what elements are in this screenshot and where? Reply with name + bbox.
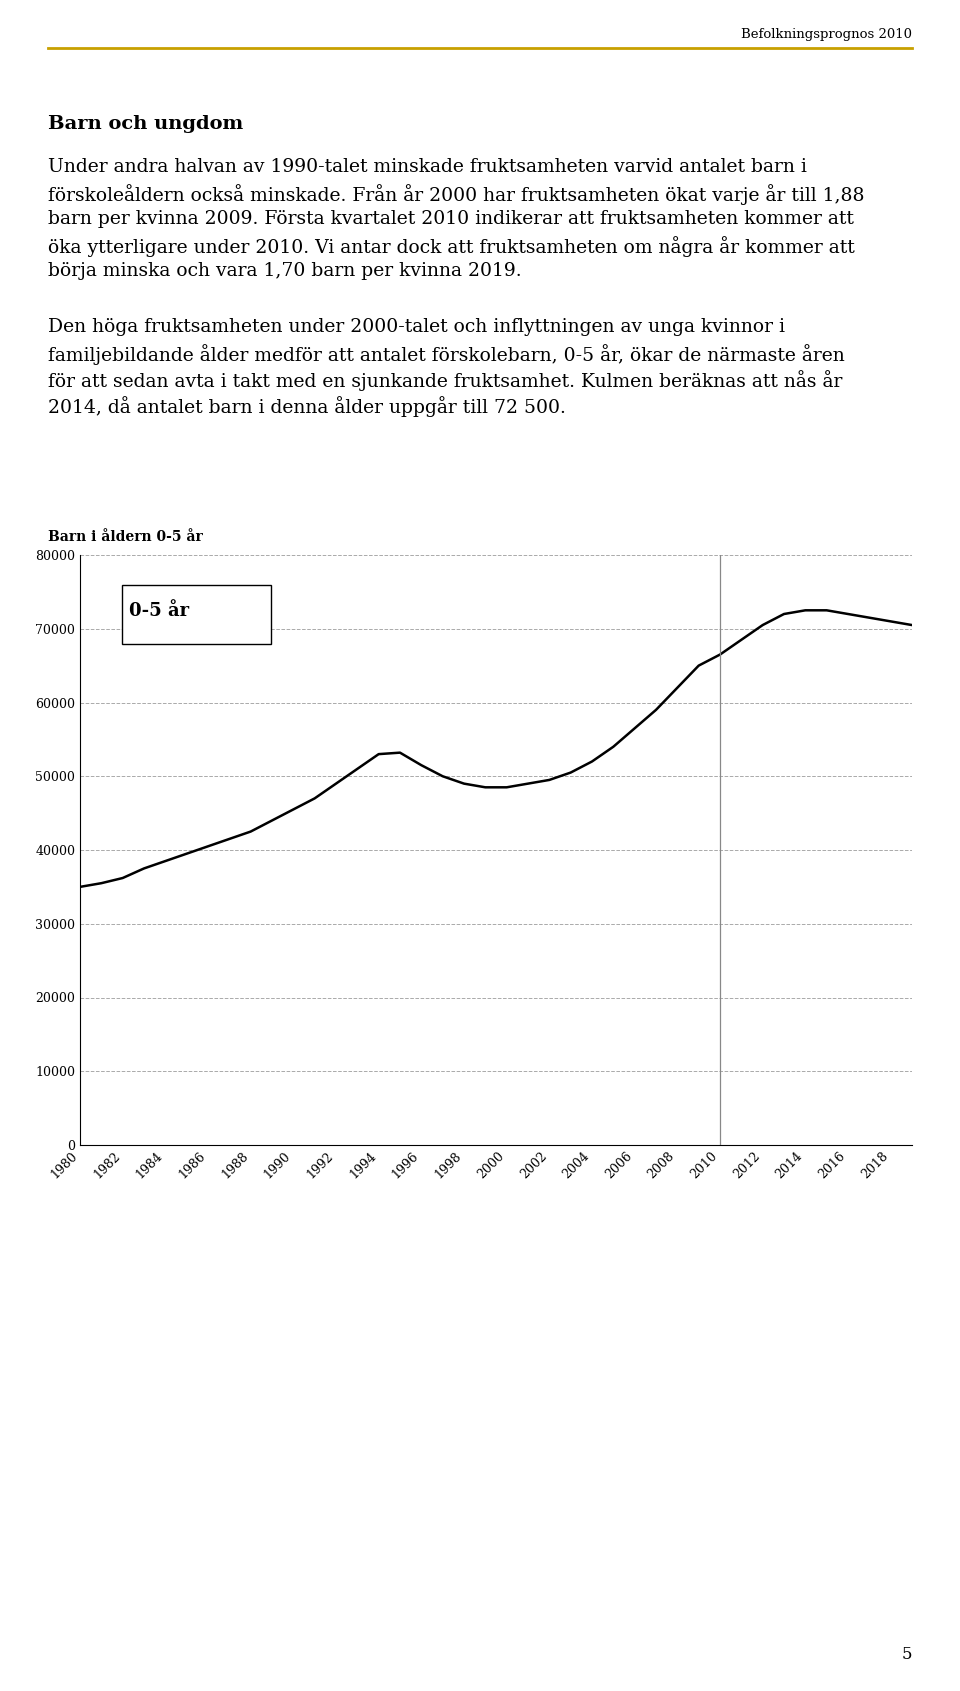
Text: öka ytterligare under 2010. Vi antar dock att fruktsamheten om några år kommer a: öka ytterligare under 2010. Vi antar doc… (48, 237, 854, 257)
Text: familjebildande ålder medför att antalet förskolebarn, 0-5 år, ökar de närmaste : familjebildande ålder medför att antalet… (48, 343, 845, 365)
Text: 0-5 år: 0-5 år (129, 602, 189, 621)
Text: för att sedan avta i takt med en sjunkande fruktsamhet. Kulmen beräknas att nås : för att sedan avta i takt med en sjunkan… (48, 370, 842, 391)
Text: 5: 5 (901, 1645, 912, 1662)
Text: börja minska och vara 1,70 barn per kvinna 2019.: börja minska och vara 1,70 barn per kvin… (48, 262, 521, 281)
Text: Den höga fruktsamheten under 2000-talet och inflyttningen av unga kvinnor i: Den höga fruktsamheten under 2000-talet … (48, 318, 785, 337)
Text: Barn och ungdom: Barn och ungdom (48, 115, 243, 134)
Text: förskoleåldern också minskade. Från år 2000 har fruktsamheten ökat varje år till: förskoleåldern också minskade. Från år 2… (48, 184, 865, 205)
Text: barn per kvinna 2009. Första kvartalet 2010 indikerar att fruktsamheten kommer a: barn per kvinna 2009. Första kvartalet 2… (48, 210, 853, 228)
Text: 2014, då antalet barn i denna ålder uppgår till 72 500.: 2014, då antalet barn i denna ålder uppg… (48, 396, 565, 418)
Text: Barn i åldern 0-5 år: Barn i åldern 0-5 år (48, 529, 203, 545)
Text: Befolkningsprognos 2010: Befolkningsprognos 2010 (741, 29, 912, 41)
FancyBboxPatch shape (122, 585, 272, 644)
Text: Under andra halvan av 1990-talet minskade fruktsamheten varvid antalet barn i: Under andra halvan av 1990-talet minskad… (48, 157, 806, 176)
